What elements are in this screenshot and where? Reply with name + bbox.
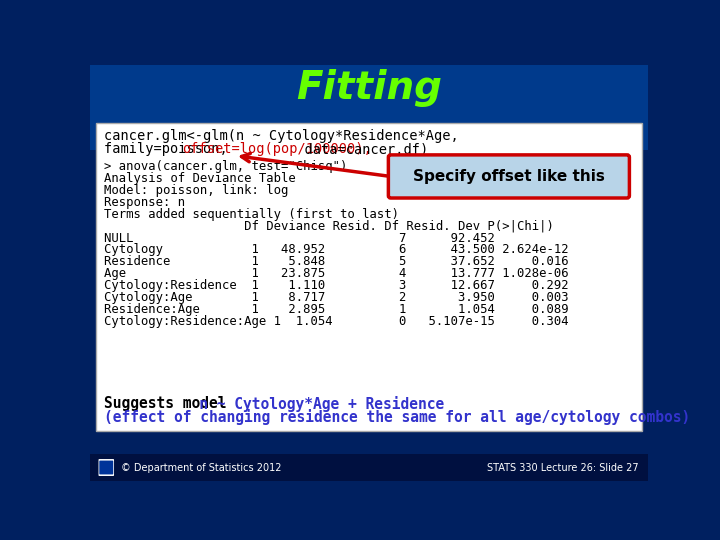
FancyBboxPatch shape xyxy=(99,459,114,476)
Text: Fitting: Fitting xyxy=(296,69,442,107)
Text: Suggests model: Suggests model xyxy=(104,396,227,411)
Text: offset=log(pop/100000),: offset=log(pop/100000), xyxy=(182,143,372,157)
Bar xyxy=(90,454,648,481)
Text: > anova(cancer.glm, test="Chisq"): > anova(cancer.glm, test="Chisq") xyxy=(104,160,347,173)
Text: Residence           1    5.848          5      37.652     0.016: Residence 1 5.848 5 37.652 0.016 xyxy=(104,255,569,268)
Text: Cytology:Age        1    8.717          2       3.950     0.003: Cytology:Age 1 8.717 2 3.950 0.003 xyxy=(104,291,569,304)
Text: Specify offset like this: Specify offset like this xyxy=(413,169,605,184)
Text: Residence:Age       1    2.895          1       1.054     0.089: Residence:Age 1 2.895 1 1.054 0.089 xyxy=(104,303,569,316)
Text: (effect of changing residence the same for all age/cytology combos): (effect of changing residence the same f… xyxy=(104,409,690,426)
Text: Df Deviance Resid. Df Resid. Dev P(>|Chi|): Df Deviance Resid. Df Resid. Dev P(>|Chi… xyxy=(104,220,554,233)
Text: Cytology:Residence:Age 1  1.054         0   5.107e-15     0.304: Cytology:Residence:Age 1 1.054 0 5.107e-… xyxy=(104,315,569,328)
Text: Analysis of Deviance Table: Analysis of Deviance Table xyxy=(104,172,296,185)
FancyBboxPatch shape xyxy=(388,155,629,198)
Text: Cytology:Residence  1    1.110          3      12.667     0.292: Cytology:Residence 1 1.110 3 12.667 0.29… xyxy=(104,279,569,292)
Text: Age                 1   23.875          4      13.777 1.028e-06: Age 1 23.875 4 13.777 1.028e-06 xyxy=(104,267,569,280)
Text: Model: poisson, link: log: Model: poisson, link: log xyxy=(104,184,288,197)
Text: data=cancer.df): data=cancer.df) xyxy=(288,143,428,157)
Text: © Department of Statistics 2012: © Department of Statistics 2012 xyxy=(121,462,282,472)
Text: STATS 330 Lecture 26: Slide 27: STATS 330 Lecture 26: Slide 27 xyxy=(487,462,639,472)
Text: Terms added sequentially (first to last): Terms added sequentially (first to last) xyxy=(104,208,399,221)
FancyBboxPatch shape xyxy=(99,461,113,475)
FancyBboxPatch shape xyxy=(96,123,642,430)
Text: Response: n: Response: n xyxy=(104,195,185,209)
Text: Cytology            1   48.952          6      43.500 2.624e-12: Cytology 1 48.952 6 43.500 2.624e-12 xyxy=(104,244,569,256)
Bar xyxy=(90,65,648,150)
Text: cancer.glm<-glm(n ~ Cytology*Residence*Age,: cancer.glm<-glm(n ~ Cytology*Residence*A… xyxy=(104,129,459,143)
Text: NULL                                    7      92.452: NULL 7 92.452 xyxy=(104,232,495,245)
Text: family=poisson,: family=poisson, xyxy=(104,143,244,157)
Text: n ~ Cytology*Age + Residence: n ~ Cytology*Age + Residence xyxy=(173,396,444,411)
